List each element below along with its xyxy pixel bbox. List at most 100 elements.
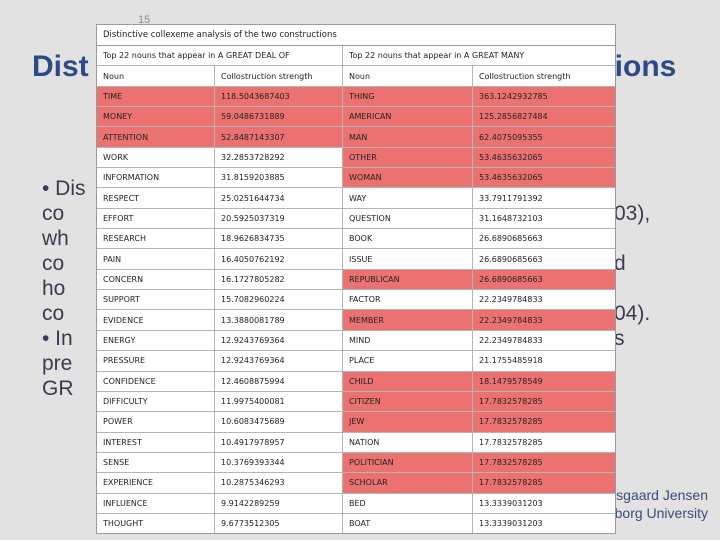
strength-right-cell: 13.3339031203 <box>479 498 543 508</box>
strength-right-cell: 33.7911791392 <box>479 193 543 203</box>
noun-left-cell: WORK <box>97 147 215 168</box>
strength-left-cell: 12.9243769364 <box>215 351 343 371</box>
noun-right-cell: PLACE <box>343 351 473 371</box>
noun-left-cell: INFORMATION <box>97 168 215 188</box>
strength-right-cell: 62.4075095355 <box>473 127 615 147</box>
bullet-text-left: co <box>42 302 65 325</box>
noun-right-cell: QUESTION <box>343 208 473 229</box>
bullet-line: wh <box>28 226 688 251</box>
strength-left-cell: 10.6083475689 <box>215 412 343 432</box>
bullet-line: co 04). <box>28 301 688 326</box>
table-row: INFLUENCE 9.9142289259 BED 13.3339031203 <box>97 493 615 514</box>
strength-left-cell: 20.5925037319 <box>215 208 343 229</box>
noun-left-cell: TIME <box>97 86 215 107</box>
strength-left-cell: 18.9626834735 <box>215 229 343 249</box>
noun-right-cell: MIND <box>343 330 473 351</box>
noun-right-cell: ISSUE <box>343 249 473 269</box>
bullet-text-left: ho <box>42 277 66 300</box>
strength-left-cell: 10.3769393344 <box>215 452 343 473</box>
col-header-noun-left: Noun <box>97 66 215 86</box>
noun-left-cell: MONEY <box>97 107 215 127</box>
table-row: EVIDENCE 13.3880081789 MEMBER 22.2349784833 <box>97 310 615 331</box>
table-row: CONFIDENCE 12.4608875994 CHILD 18.147957854… <box>97 371 615 392</box>
table-row: EXPERIENCE 10.2875346293 SCHOLAR 17.7832578… <box>97 473 615 494</box>
strength-right-cell: 26.6890685663 <box>479 234 543 244</box>
table-row: THOUGHT 9.6773512305 BOAT 13.3339031203 <box>97 513 615 534</box>
noun-left-cell: ATTENTION <box>97 127 215 147</box>
table-row: PAIN 16.4050762192 ISSUE 26.6890685663 <box>97 249 615 270</box>
noun-left-cell: POWER <box>97 412 215 432</box>
table-section-header: Top 22 nouns that appear in A GREAT DEAL… <box>97 46 615 67</box>
bullet-text-left: co <box>42 252 65 275</box>
bullet-line: co d <box>28 251 688 276</box>
noun-left-cell: THOUGHT <box>97 513 215 534</box>
table-row: SUPPORT 15.7082960224 FACTOR 22.2349784833 <box>97 290 615 311</box>
strength-left-cell: 12.4608875994 <box>215 371 343 391</box>
table-row: RESPECT 25.0251644734 WAY 33.7911791392 <box>97 188 615 209</box>
strength-right-cell: 22.2349784833 <box>479 295 543 305</box>
table-row: INFORMATION 31.8159203885 WOMAN 53.46356320… <box>97 168 615 189</box>
table-row: CONCERN 16.1727805282 REPUBLICAN 26.6890685… <box>97 269 615 291</box>
bullet-text-left: wh <box>42 227 69 250</box>
strength-right-cell: 53.4635632065 <box>473 168 615 188</box>
noun-left-cell: EFFORT <box>97 208 215 229</box>
table-row: TIME 118.5043687403 THING 363.1242932785 <box>97 86 615 108</box>
noun-left-cell: INFLUENCE <box>97 493 215 513</box>
noun-left-cell: EXPERIENCE <box>97 473 215 493</box>
col-header-strength-right: Collostruction strength <box>479 71 571 81</box>
bullet-text-right: d <box>614 252 626 275</box>
noun-left-cell: CONFIDENCE <box>97 371 215 391</box>
table-row: PRESSURE 12.9243769364 PLACE 21.1755485918 <box>97 351 615 372</box>
table-title: Distinctive collexeme analysis of the tw… <box>97 25 615 46</box>
strength-left-cell: 59.0486731889 <box>215 107 343 127</box>
strength-left-cell: 11.9975400081 <box>215 391 343 412</box>
strength-left-cell: 118.5043687403 <box>215 86 343 107</box>
strength-left-cell: 16.4050762192 <box>215 249 343 269</box>
strength-right-cell: 13.3339031203 <box>479 519 543 529</box>
noun-right-cell: SCHOLAR <box>343 473 473 493</box>
right-section-header: Top 22 nouns that appear in A GREAT MANY <box>349 51 525 61</box>
bullet-line: ho <box>28 276 688 301</box>
strength-left-cell: 13.3880081789 <box>215 310 343 330</box>
noun-right-cell: BOOK <box>343 229 473 249</box>
strength-left-cell: 31.8159203885 <box>215 168 343 188</box>
slide-number: 15 <box>138 14 151 26</box>
bullet-line: • In s <box>28 326 688 351</box>
bullet-text-right: 04). <box>614 302 651 325</box>
noun-left-cell: EVIDENCE <box>97 310 215 330</box>
noun-left-cell: DIFFICULTY <box>97 391 215 412</box>
table-row: POWER 10.6083475689 JEW 17.7832578285 <box>97 412 615 433</box>
bullet-text-right: 03), <box>614 202 651 225</box>
noun-left-cell: INTEREST <box>97 432 215 452</box>
noun-right-cell: NATION <box>343 432 473 452</box>
strength-left-cell: 9.6773512305 <box>215 513 343 534</box>
strength-right-cell: 17.7832578285 <box>473 412 615 432</box>
table-row: EFFORT 20.5925037319 QUESTION 31.1648732103 <box>97 208 615 230</box>
noun-left-cell: RESPECT <box>97 188 215 208</box>
col-header-noun-right: Noun <box>343 66 473 86</box>
strength-right-cell: 53.4635632065 <box>473 147 615 168</box>
strength-right-cell: 18.1479578549 <box>473 371 615 391</box>
noun-right-cell: OTHER <box>343 147 473 168</box>
noun-right-cell: WOMAN <box>343 168 473 188</box>
noun-right-cell: THING <box>343 86 473 107</box>
noun-left-cell: SENSE <box>97 452 215 473</box>
bullet-text-left: pre <box>42 352 73 375</box>
left-section-header: Top 22 nouns that appear in A GREAT DEAL… <box>97 46 343 66</box>
noun-right-cell: BOAT <box>343 513 473 534</box>
noun-left-cell: CONCERN <box>97 269 215 290</box>
bullet-line: GR <box>28 376 688 401</box>
strength-right-cell: 21.1755485918 <box>479 356 543 366</box>
bullet-text-left: GR <box>42 377 74 400</box>
bullet-list: • Dis co 03), wh co d ho co 04). • In s pre G… <box>28 176 688 401</box>
noun-right-cell: POLITICIAN <box>343 452 473 473</box>
noun-right-cell: REPUBLICAN <box>343 269 473 290</box>
bullet-line: co 03), <box>28 201 688 226</box>
collexeme-table: Distinctive collexeme analysis of the tw… <box>96 24 616 535</box>
strength-right-cell: 17.7832578285 <box>473 391 615 412</box>
table-row: INTEREST 10.4917978957 NATION 17.7832578285 <box>97 432 615 453</box>
strength-right-cell: 17.7832578285 <box>479 437 543 447</box>
table-column-header: Noun Collostruction strength Noun Collos… <box>97 66 615 87</box>
table-row: RESEARCH 18.9626834735 BOOK 26.6890685663 <box>97 229 615 250</box>
strength-left-cell: 9.9142289259 <box>215 493 343 513</box>
